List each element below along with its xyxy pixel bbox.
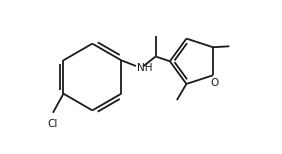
Text: NH: NH [138, 63, 153, 73]
Text: O: O [210, 78, 218, 88]
Text: Cl: Cl [47, 119, 58, 129]
